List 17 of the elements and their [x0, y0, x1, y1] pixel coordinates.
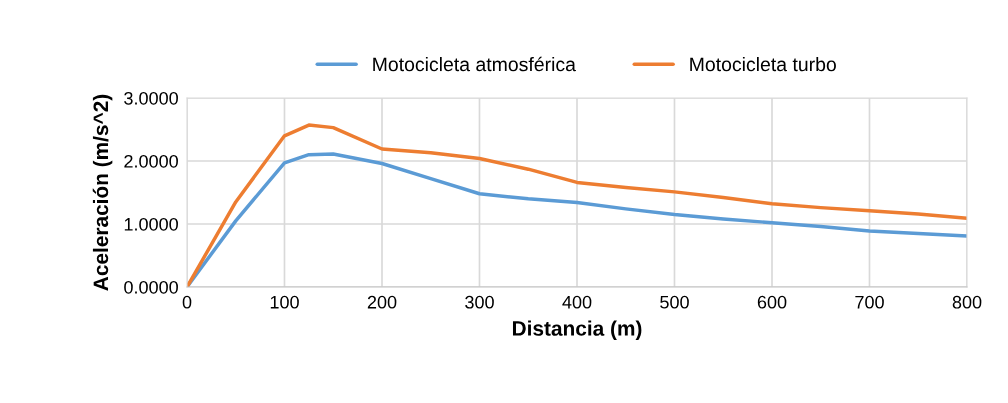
y-axis-title: Aceleración (m/s^2)	[92, 94, 113, 291]
legend-label: Motocicleta turbo	[690, 56, 836, 72]
legend-label: Motocicleta atmosférica	[373, 56, 576, 72]
y-tick-label: 0.0000	[124, 280, 178, 294]
x-tick-label: 500	[660, 295, 689, 309]
y-tick-label: 1.0000	[124, 217, 178, 231]
x-tick-label: 200	[367, 295, 397, 309]
y-tick-label: 2.0000	[124, 154, 178, 168]
x-tick-label: 800	[952, 295, 982, 309]
x-tick-label: 100	[270, 295, 299, 309]
x-tick-label: 300	[465, 295, 494, 309]
x-tick-label: 600	[757, 295, 787, 309]
y-tick-label: 3.0000	[124, 91, 178, 105]
x-axis-title: Distancia (m)	[512, 320, 642, 340]
x-tick-label: 700	[855, 295, 884, 309]
x-tick-label: 400	[562, 295, 592, 309]
x-tick-label: 0	[182, 295, 192, 309]
